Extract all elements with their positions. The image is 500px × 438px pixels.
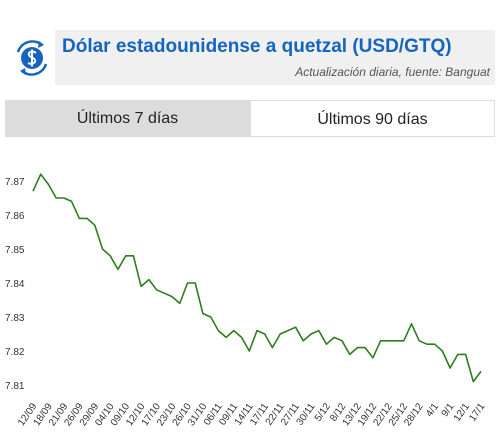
tab[interactable]: Últimos 7 días: [5, 100, 250, 137]
y-tick-label: 7.84: [5, 279, 25, 290]
x-tick-label: 4/1: [424, 401, 441, 419]
y-tick-label: 7.83: [5, 313, 25, 324]
header-bar: [55, 30, 495, 85]
title: Dólar estadounidense a quetzal (USD/GTQ): [62, 36, 452, 57]
x-tick-label: 5/12: [313, 401, 333, 424]
y-tick-label: 7.82: [5, 347, 25, 358]
currency-icon: [16, 40, 48, 76]
tab-active[interactable]: Últimos 90 días: [250, 100, 495, 137]
line: [32, 173, 482, 383]
y-tick-label: 7.87: [5, 177, 25, 188]
x-tick-label: 17/1: [467, 401, 487, 424]
x-tick-label: 12/1: [452, 401, 472, 424]
y-tick-label: 7.86: [5, 211, 25, 222]
y-tick-label: 7.81: [5, 381, 25, 392]
y-tick-label: 7.85: [5, 245, 25, 256]
subtitle: Actualización diaria, fuente: Banguat: [295, 65, 490, 79]
